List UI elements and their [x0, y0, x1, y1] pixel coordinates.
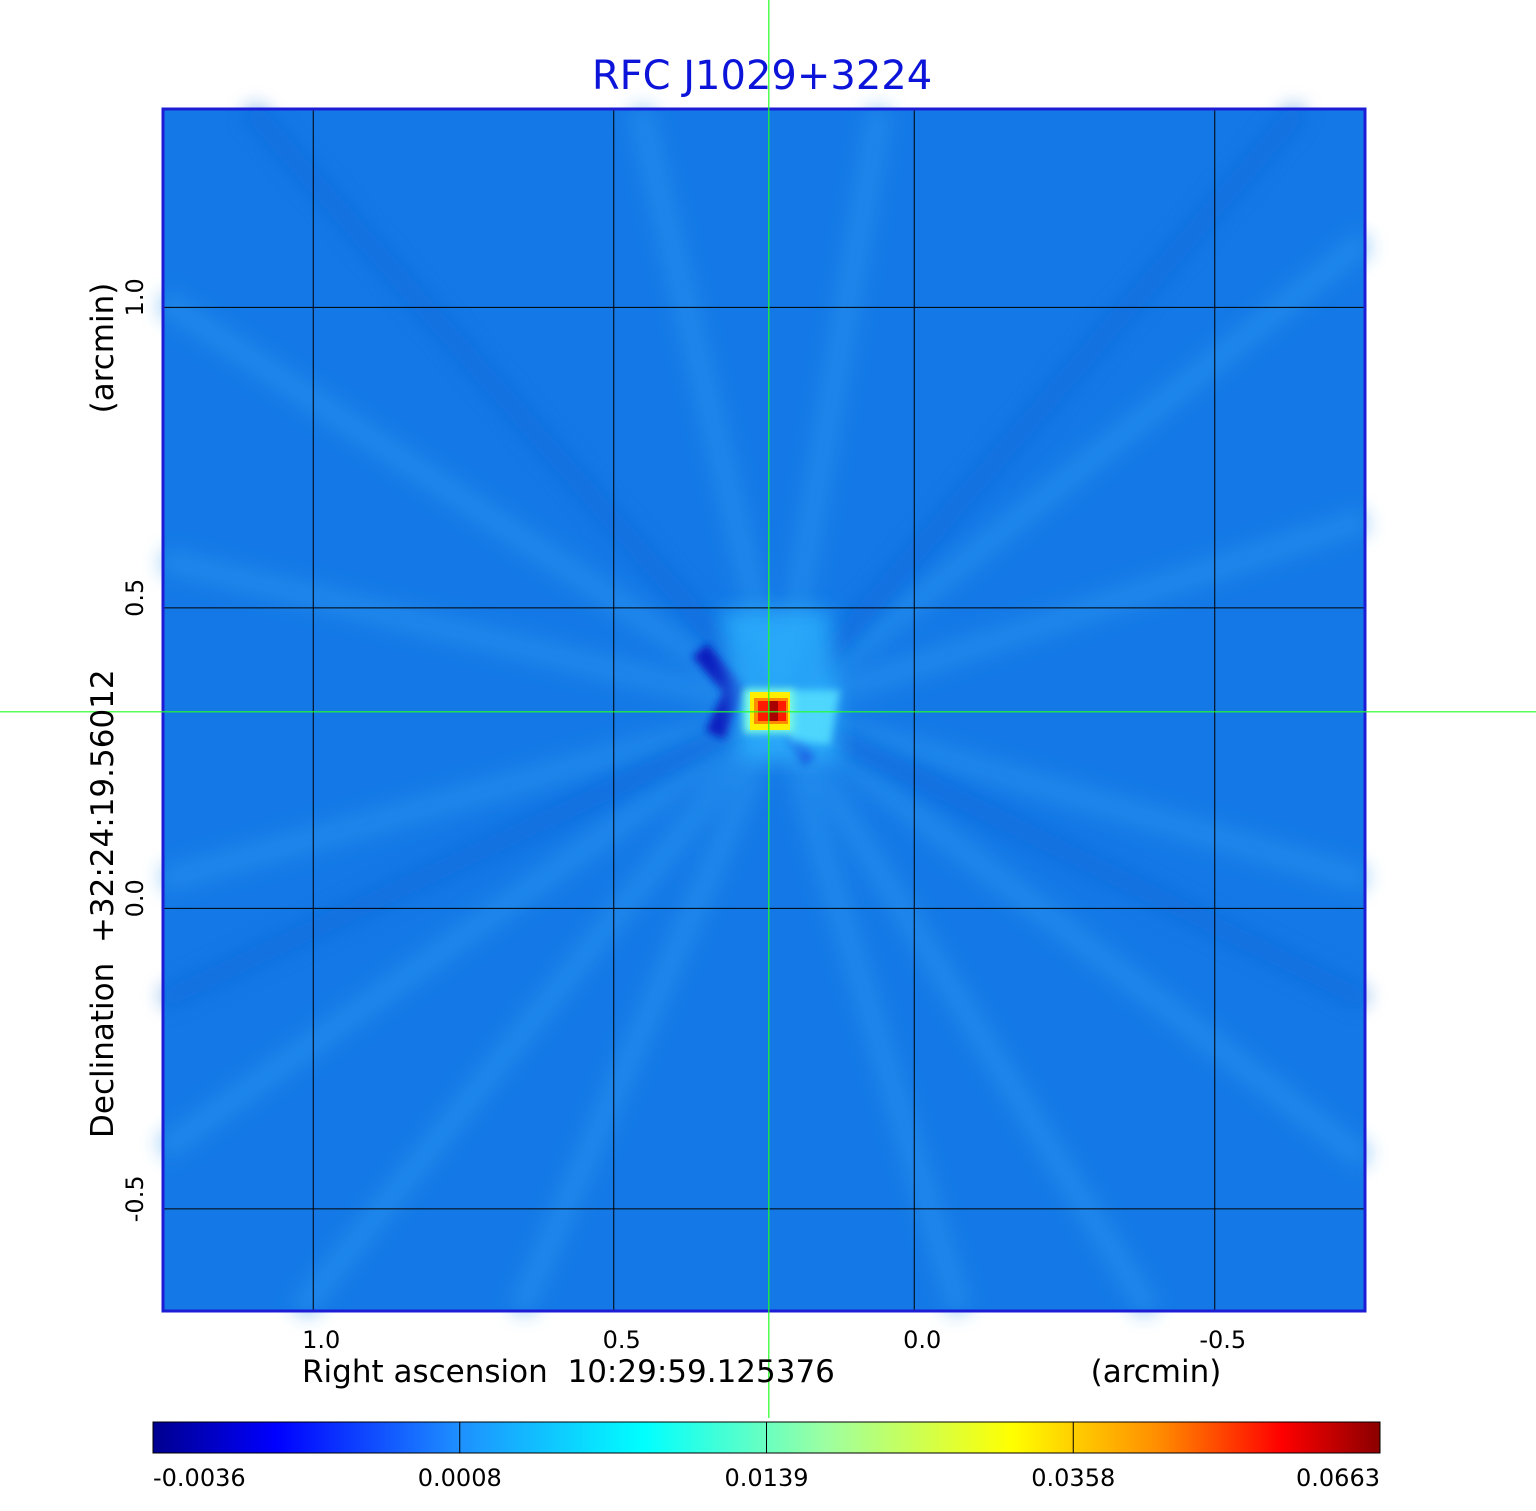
colorbar-tick-label-1: 0.0008 [418, 1464, 502, 1492]
y-tick-label-1: 0.5 [121, 579, 149, 617]
colorbar-tick-labels: -0.0036 0.0008 0.0139 0.0358 0.0663 [152, 1422, 1381, 1492]
y-axis-unit: (arcmin) [85, 283, 121, 414]
image-texture [156, 103, 1372, 1318]
colorbar-tick-label-4: 0.0663 [1296, 1464, 1380, 1492]
y-tick-labels: 1.0 0.5 0.0 -0.5 [121, 278, 149, 1222]
y-axis-label: Declination +32:24:19.56012 [85, 669, 121, 1138]
y-tick-label-2: 0.0 [121, 879, 149, 917]
chart-title: RFC J1029+3224 [592, 53, 932, 99]
x-tick-label-1: 0.5 [603, 1326, 641, 1354]
y-tick-label-0: 1.0 [121, 278, 149, 316]
y-tick-label-3: -0.5 [121, 1175, 149, 1222]
x-axis-unit: (arcmin) [1091, 1354, 1222, 1390]
x-tick-labels: 1.0 0.5 0.0 -0.5 [302, 1326, 1246, 1354]
plot-frame [161, 107, 1367, 1313]
x-tick-label-0: 1.0 [302, 1326, 340, 1354]
colorbar-tick-label-0: -0.0036 [153, 1464, 246, 1492]
colorbar-tick-label-2: 0.0139 [725, 1464, 809, 1492]
colorbar-tick-label-3: 0.0358 [1031, 1464, 1115, 1492]
coordinate-grid [163, 109, 1365, 1311]
x-axis-label: Right ascension 10:29:59.125376 [302, 1354, 835, 1390]
x-tick-label-2: 0.0 [903, 1326, 941, 1354]
x-tick-label-3: -0.5 [1199, 1326, 1246, 1354]
